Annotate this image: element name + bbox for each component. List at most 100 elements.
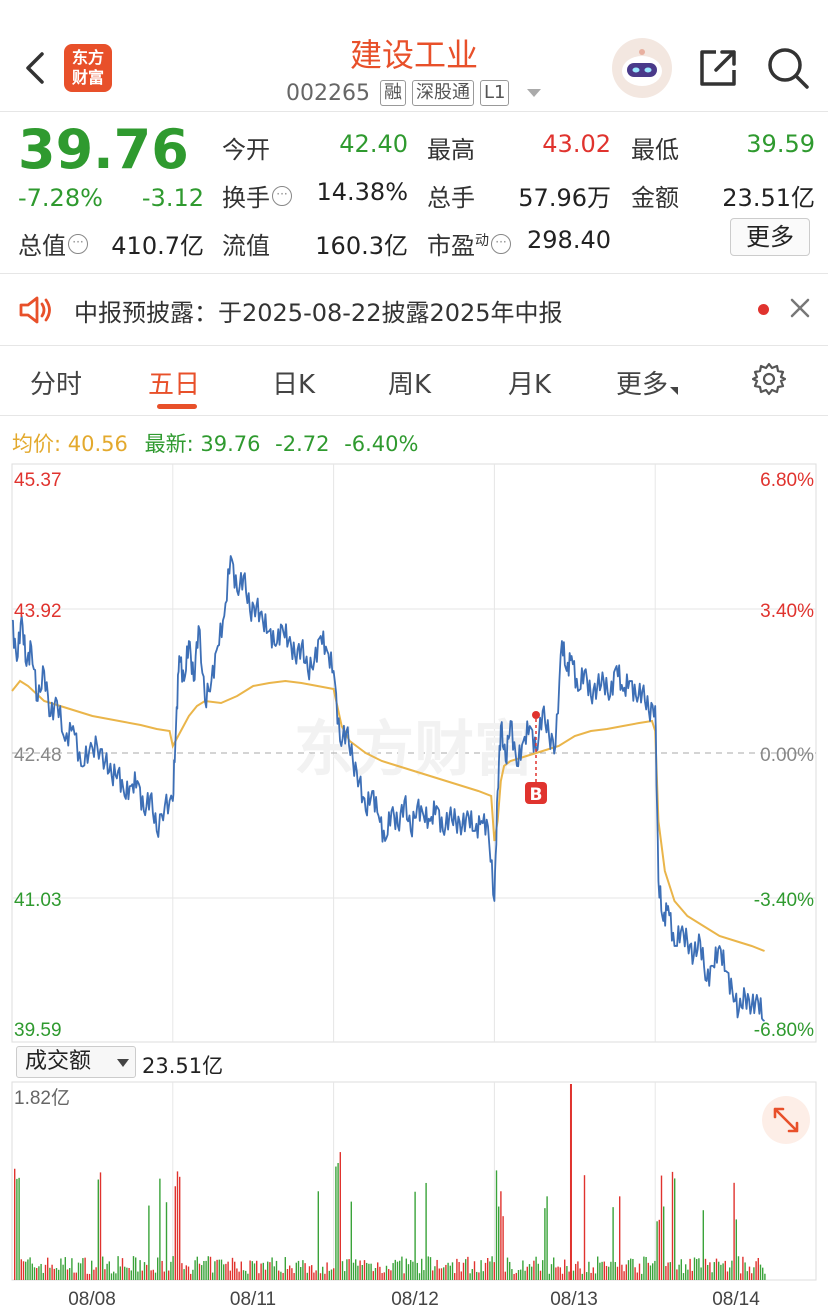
price-info-line: 均价: 40.56 最新: 39.76 -2.72 -6.40% [12, 428, 418, 458]
volume-bar [478, 1272, 480, 1280]
tab-more[interactable]: 更多 [616, 364, 679, 401]
volume-bar [47, 1257, 49, 1280]
search-icon[interactable] [766, 46, 810, 90]
mktcap-label-text: 总值 [18, 232, 66, 260]
volume-bar [520, 1269, 522, 1280]
volume-bar [517, 1270, 520, 1280]
volume-bar [550, 1264, 553, 1280]
volume-bar [410, 1260, 412, 1280]
volume-bar [480, 1260, 482, 1280]
back-arrow-icon[interactable] [22, 48, 48, 88]
volume-bar [238, 1271, 240, 1280]
volume-bar [476, 1271, 478, 1280]
volume-bar [689, 1258, 691, 1280]
more-button[interactable]: 更多 [730, 218, 810, 256]
volume-bar [75, 1272, 77, 1280]
volume-bar [333, 1268, 335, 1280]
volume-bar [317, 1191, 319, 1280]
volume-bar [583, 1175, 586, 1280]
volume-bar [308, 1266, 311, 1280]
volume-bar [731, 1260, 733, 1280]
volume-bar [363, 1260, 366, 1280]
volume-bar [566, 1266, 568, 1280]
unread-dot [758, 304, 769, 315]
tab-intraday[interactable]: 分时 [30, 370, 83, 400]
volume-bar [652, 1263, 654, 1280]
share-icon[interactable] [696, 46, 740, 90]
volume-bar [418, 1273, 421, 1280]
volume-bar [546, 1196, 548, 1280]
volume-bar [187, 1266, 190, 1280]
volume-bar [586, 1272, 588, 1280]
volume-bar [416, 1262, 418, 1280]
info-icon[interactable]: ··· [272, 186, 292, 206]
logo-line1: 东方 [71, 48, 104, 67]
volume-bar [258, 1273, 260, 1280]
volume-indicator-selector[interactable]: 成交额 [16, 1046, 136, 1078]
volume-bar [14, 1168, 16, 1280]
volume-bar [73, 1272, 75, 1280]
volume-bar [181, 1263, 183, 1280]
volume-bar [91, 1260, 93, 1280]
avg-label: 均价: [12, 432, 62, 456]
volume-bar [667, 1262, 669, 1280]
volume-bar [509, 1261, 511, 1280]
volume-bar [251, 1261, 253, 1280]
volume-bar [289, 1265, 291, 1280]
volume-bar [493, 1262, 495, 1280]
volume-bar [603, 1261, 605, 1280]
volume-selector-label: 成交额 [25, 1049, 92, 1074]
volume-bar [533, 1260, 535, 1280]
volume-bar [390, 1270, 392, 1280]
volume-bar [491, 1256, 493, 1280]
volume-bar [427, 1256, 429, 1280]
volume-bar [256, 1260, 258, 1280]
chevron-down-icon[interactable] [527, 89, 542, 97]
level-tag: L1 [479, 80, 510, 106]
logo-line2: 财富 [71, 68, 104, 87]
volume-bar [654, 1260, 656, 1280]
volume-bar [225, 1263, 227, 1280]
stock-code-row[interactable]: 002265 融 深股通 L1 [286, 78, 542, 108]
tab-five-day[interactable]: 五日 [148, 370, 201, 400]
volume-bar [86, 1273, 88, 1280]
close-icon[interactable] [786, 294, 814, 322]
volume-bar [440, 1268, 443, 1280]
volume-bar [335, 1166, 337, 1280]
volume-value: 57.96万 [518, 184, 611, 212]
volume-bar [275, 1260, 278, 1280]
volume-bar [764, 1273, 766, 1280]
open-value: 42.40 [339, 130, 408, 158]
volume-bar [724, 1260, 726, 1280]
pe-value: 298.40 [527, 226, 611, 254]
volume-bar [608, 1266, 610, 1280]
volume-bar [350, 1201, 352, 1280]
latest-change: -2.72 [275, 432, 330, 456]
header: 东方 财富 建设工业 002265 融 深股通 L1 [0, 0, 828, 112]
volume-bar [601, 1261, 603, 1280]
volume-bar [227, 1261, 229, 1280]
info-icon[interactable]: ··· [68, 234, 88, 254]
assistant-avatar[interactable] [612, 38, 672, 98]
volume-bar [132, 1256, 135, 1280]
tab-weekly-k[interactable]: 周K [388, 370, 432, 400]
expand-button[interactable] [762, 1096, 810, 1144]
volume-bar [381, 1273, 383, 1280]
volume-bar [702, 1210, 704, 1280]
notice-bar[interactable]: 中报预披露：于2025-08-22披露2025年中报 [0, 274, 828, 346]
volume-bar [678, 1264, 680, 1280]
tab-monthly-k[interactable]: 月K [508, 370, 552, 400]
volume-bar [412, 1261, 414, 1280]
volume-bar [44, 1264, 47, 1280]
info-icon[interactable]: ··· [491, 234, 511, 254]
volume-bar [588, 1261, 590, 1280]
volume-bar [751, 1273, 753, 1280]
volume-bar [757, 1257, 759, 1280]
volume-bar [260, 1263, 262, 1280]
app-logo[interactable]: 东方 财富 [64, 44, 112, 92]
tab-daily-k[interactable]: 日K [272, 370, 316, 400]
buy-marker-label: B [530, 785, 543, 805]
volume-bar [229, 1270, 231, 1280]
gear-icon[interactable] [752, 362, 786, 396]
